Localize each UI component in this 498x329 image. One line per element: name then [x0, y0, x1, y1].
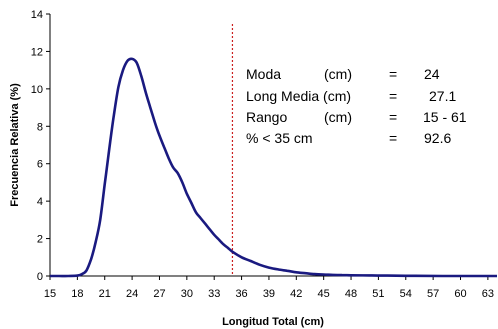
annotation-eq: =	[389, 130, 397, 146]
annotation-value: 15 - 61	[423, 109, 467, 125]
y-tick-label: 12	[31, 46, 43, 58]
x-tick-label: 27	[153, 288, 165, 300]
x-tick-label: 60	[454, 288, 466, 300]
annotation-label: Moda	[246, 66, 281, 82]
stats-annotation: Moda (cm) = 24 Long Media (cm) = 27.1 Rango (cm)…	[246, 66, 467, 146]
x-axis-title: Longitud Total (cm)	[222, 316, 324, 328]
annotation-label: % < 35 cm	[246, 130, 313, 146]
y-axis: 0 2 4 6 8 10 12 14	[31, 9, 50, 283]
x-tick-label: 15	[44, 288, 56, 300]
y-tick-label: 10	[31, 84, 43, 96]
x-tick-label: 63	[482, 288, 494, 300]
y-tick-label: 8	[37, 121, 43, 133]
annotation-value: 92.6	[424, 130, 451, 146]
annotation-eq: =	[389, 88, 397, 104]
x-tick-label: 57	[427, 288, 439, 300]
x-tick-label: 48	[345, 288, 357, 300]
y-tick-label: 4	[37, 196, 43, 208]
annotation-value: 27.1	[429, 88, 456, 104]
x-tick-label: 18	[71, 288, 83, 300]
annotation-value: 24	[424, 66, 440, 82]
x-tick-label: 42	[290, 288, 302, 300]
y-axis-title: Frecuencia Relativa (%)	[9, 83, 21, 207]
annotation-unit: (cm)	[324, 109, 352, 125]
x-tick-label: 45	[318, 288, 330, 300]
annotation-label: Rango	[246, 109, 287, 125]
x-axis: 15 18 21 24 27 30 33 36 39 42 45 48 51 54 57 60 63	[44, 276, 494, 300]
x-tick-label: 36	[235, 288, 247, 300]
annotation-eq: =	[389, 66, 397, 82]
x-tick-label: 33	[208, 288, 220, 300]
x-tick-label: 21	[99, 288, 111, 300]
series-line	[50, 57, 497, 278]
x-tick-label: 30	[181, 288, 193, 300]
annotation-eq: =	[389, 109, 397, 125]
x-tick-label: 24	[126, 288, 138, 300]
y-tick-label: 6	[37, 159, 43, 171]
y-tick-label: 2	[37, 234, 43, 246]
x-tick-label: 54	[400, 288, 412, 300]
y-tick-label: 0	[37, 271, 43, 283]
x-tick-label: 39	[263, 288, 275, 300]
y-tick-label: 14	[31, 9, 43, 21]
annotation-label: Long Media (cm)	[246, 88, 351, 104]
series-group	[50, 57, 497, 278]
x-tick-label: 51	[372, 288, 384, 300]
annotation-unit: (cm)	[324, 66, 352, 82]
